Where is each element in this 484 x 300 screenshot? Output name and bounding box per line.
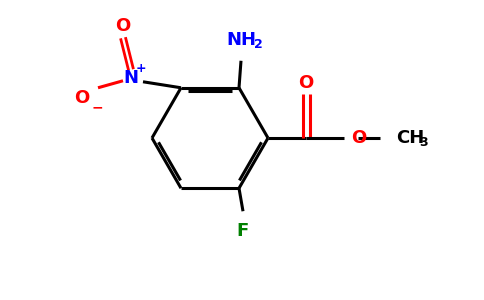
Text: +: +: [136, 62, 146, 75]
Text: O: O: [351, 129, 366, 147]
Text: NH: NH: [226, 31, 256, 49]
Text: 3: 3: [419, 136, 428, 149]
Text: CH: CH: [396, 129, 424, 147]
Text: 2: 2: [254, 38, 262, 51]
Text: O: O: [298, 74, 314, 92]
Text: O: O: [75, 89, 90, 107]
Text: −: −: [91, 101, 103, 115]
Text: F: F: [237, 222, 249, 240]
Text: N: N: [123, 69, 138, 87]
Text: O: O: [115, 17, 131, 35]
